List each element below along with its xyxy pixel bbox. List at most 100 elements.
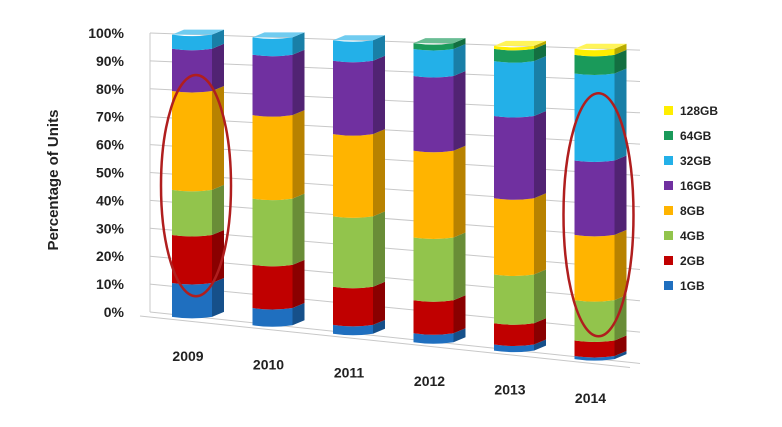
x-category-label: 2014 bbox=[575, 390, 606, 406]
bar-segment-side bbox=[292, 193, 305, 265]
bar-segment-side bbox=[614, 335, 627, 356]
bar-segment-side bbox=[373, 55, 385, 135]
bar-segment-side bbox=[534, 56, 546, 116]
bar-segment-side bbox=[453, 328, 466, 343]
legend-swatch bbox=[664, 281, 673, 290]
bar-segment-side bbox=[212, 29, 224, 49]
bar-segment-side bbox=[453, 145, 466, 238]
bar-segment-128GB bbox=[574, 48, 615, 57]
x-category-label: 2011 bbox=[334, 365, 365, 381]
bar-top bbox=[172, 29, 224, 35]
bar-segment-side bbox=[292, 259, 305, 309]
highlight-ellipse-2014 bbox=[562, 92, 635, 338]
y-tick-label: 80% bbox=[96, 81, 125, 97]
y-tick-label: 30% bbox=[96, 220, 125, 236]
bar-segment-2GB bbox=[333, 286, 373, 327]
bar-segment-side bbox=[453, 70, 466, 151]
bar-segment-64GB bbox=[413, 43, 454, 51]
bar-segment-side bbox=[292, 303, 305, 326]
bar-segment-side bbox=[534, 318, 546, 345]
bar-segment-4GB bbox=[333, 216, 373, 289]
bar-segment-4GB bbox=[172, 189, 212, 237]
bar-segment-8GB bbox=[574, 234, 615, 302]
bar-segment-side bbox=[212, 43, 224, 92]
bar-segment-2GB bbox=[494, 323, 534, 347]
bar-segment-16GB bbox=[172, 48, 212, 93]
gridline bbox=[149, 255, 641, 302]
bar-segment-4GB bbox=[252, 198, 293, 267]
bar-segment-64GB bbox=[574, 54, 615, 76]
bar-segment-4GB bbox=[494, 274, 534, 325]
bar-segment-side bbox=[373, 319, 385, 334]
bar-segment-1GB bbox=[494, 344, 534, 353]
legend-swatch bbox=[664, 106, 673, 115]
bar-top bbox=[413, 38, 466, 44]
x-category-label: 2010 bbox=[253, 356, 284, 372]
bar-segment-4GB bbox=[574, 300, 615, 342]
bar-top bbox=[574, 43, 627, 49]
legend-label: 128GB bbox=[680, 104, 718, 118]
legend-swatch bbox=[664, 231, 673, 240]
legend-swatch bbox=[664, 181, 673, 190]
y-axis-label: Percentage of Units bbox=[45, 110, 62, 251]
y-tick-label: 40% bbox=[96, 192, 125, 208]
bar-segment-side bbox=[292, 110, 305, 199]
bar-segment-side bbox=[534, 269, 546, 324]
gridline bbox=[149, 283, 641, 333]
bar-segment-side bbox=[614, 155, 627, 235]
legend-label: 4GB bbox=[680, 229, 705, 243]
legend: 128GB 64GB 32GB 16GB 8GB 4GB 2GB 1GB bbox=[664, 104, 718, 293]
legend-swatch bbox=[664, 256, 673, 265]
y-axis-ticks: 0% 10% 20% 30% 40% 50% 60% 70% 80% 90% 100% bbox=[88, 25, 124, 320]
bar-segment-side bbox=[453, 295, 466, 334]
gridline bbox=[149, 227, 641, 270]
legend-label: 16GB bbox=[680, 179, 712, 193]
x-axis-categories: 2009 2010 2011 2012 2013 2014 bbox=[172, 348, 606, 406]
legend-label: 8GB bbox=[680, 204, 705, 218]
bar-segment-side bbox=[212, 184, 224, 235]
y-tick-label: 0% bbox=[104, 304, 125, 320]
highlight-ellipses bbox=[159, 73, 635, 338]
bar-segment-side bbox=[614, 295, 627, 341]
bar-segment-16GB bbox=[252, 54, 293, 117]
bar-segment-side bbox=[614, 350, 627, 360]
legend-swatch bbox=[664, 131, 673, 140]
bar-segment-32GB bbox=[333, 40, 373, 63]
bar-segment-side bbox=[292, 32, 305, 55]
bar-segment-side bbox=[453, 44, 466, 76]
bar-stack-2010 bbox=[252, 32, 305, 327]
legend-swatch bbox=[664, 206, 673, 215]
bar-segment-1GB bbox=[172, 282, 212, 319]
bar-segment-side bbox=[534, 110, 546, 199]
x-category-label: 2012 bbox=[414, 373, 445, 389]
gridline bbox=[149, 311, 641, 364]
bar-segment-1GB bbox=[333, 324, 373, 336]
bar-top bbox=[333, 35, 385, 41]
y-tick-label: 60% bbox=[96, 137, 125, 153]
y-tick-label: 20% bbox=[96, 248, 125, 264]
gridline bbox=[149, 60, 641, 82]
y-tick-label: 10% bbox=[96, 276, 125, 292]
gridline bbox=[149, 88, 641, 114]
highlight-ellipse-2009 bbox=[159, 73, 233, 298]
bar-stack-2013 bbox=[494, 40, 546, 353]
bars bbox=[172, 29, 627, 361]
legend-label: 64GB bbox=[680, 129, 712, 143]
bar-segment-2GB bbox=[574, 340, 615, 358]
bar-segment-side bbox=[453, 38, 466, 50]
bar-segment-side bbox=[212, 277, 224, 317]
bar-segment-1GB bbox=[574, 355, 615, 361]
x-category-label: 2013 bbox=[494, 382, 525, 398]
bar-segment-side bbox=[614, 229, 627, 301]
bar-segment-side bbox=[212, 229, 224, 283]
bar-segment-8GB bbox=[494, 198, 534, 276]
y-tick-label: 90% bbox=[96, 53, 125, 69]
legend-label: 32GB bbox=[680, 154, 712, 168]
bar-segment-side bbox=[534, 40, 546, 49]
bar-stack-2011 bbox=[333, 35, 385, 336]
bar-segment-8GB bbox=[413, 150, 454, 239]
bar-segment-side bbox=[534, 43, 546, 62]
bar-segment-2GB bbox=[172, 234, 212, 285]
bar-segment-32GB bbox=[252, 37, 293, 57]
